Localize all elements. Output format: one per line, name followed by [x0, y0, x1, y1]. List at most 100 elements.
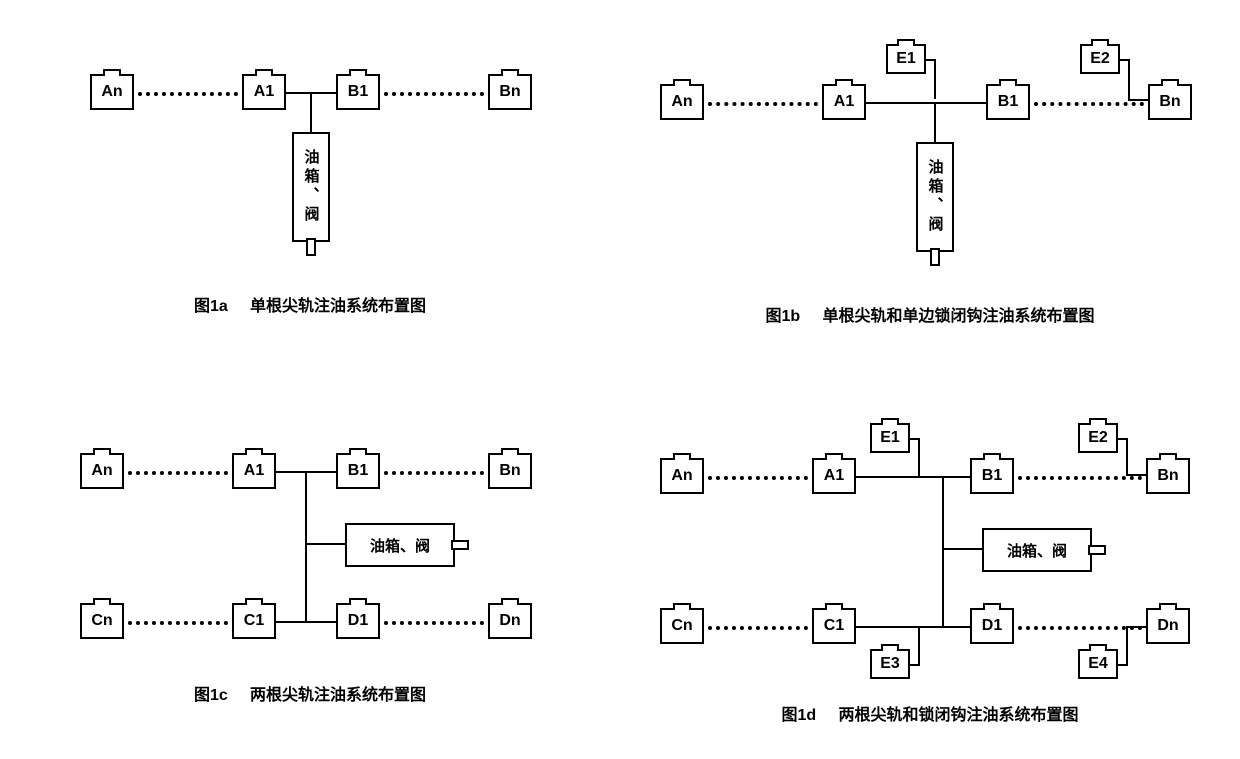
panel-1b: E1 E2 An A1 B1 Bn 油箱、阀 图1b	[640, 20, 1220, 350]
node-label: Bn	[499, 83, 520, 101]
panel-1c: An A1 B1 Bn Cn C1 D1 Dn 油箱、阀 图1c	[20, 410, 600, 740]
tank-box: 油箱、阀	[916, 142, 954, 252]
node-B1: B1	[336, 74, 380, 110]
tank-label: 油箱、阀	[370, 535, 430, 556]
e3-v	[918, 626, 920, 666]
node-B1: B1	[986, 84, 1030, 120]
tank-box: 油箱、阀	[982, 528, 1092, 572]
vline-to-tank	[934, 102, 936, 142]
node-An: An	[660, 84, 704, 120]
node-A1: A1	[812, 458, 856, 494]
dots-D1-Dn	[1018, 626, 1142, 630]
node-label: E1	[896, 50, 916, 68]
caption-text: 单根尖轨和单边锁闭钩注油系统布置图	[822, 308, 1094, 325]
node-A1: A1	[232, 453, 276, 489]
tank-label: 油箱、阀	[925, 159, 946, 235]
node-label: D1	[982, 617, 1002, 635]
node-Bn: Bn	[488, 74, 532, 110]
dots-B1-Bn	[384, 92, 484, 96]
line-C1-D1	[856, 626, 970, 628]
hline-to-tank	[305, 543, 345, 545]
line-A1-B1	[866, 102, 986, 104]
caption-prefix: 图1b	[766, 308, 801, 325]
e1-v	[934, 59, 936, 99]
node-label: D1	[348, 612, 368, 630]
dots-An-A1	[708, 476, 808, 480]
e2-to-bn	[1126, 474, 1148, 476]
caption-prefix: 图1d	[782, 707, 817, 724]
panel-1a: An A1 B1 Bn 油箱、阀 图1a 单根尖轨注油系统布置图	[20, 20, 600, 350]
node-E2: E2	[1078, 423, 1118, 453]
node-D1: D1	[336, 603, 380, 639]
e1-h	[926, 59, 936, 61]
node-B1: B1	[336, 453, 380, 489]
e2-v	[1126, 438, 1128, 476]
node-label: Dn	[499, 612, 520, 630]
node-label: B1	[348, 462, 368, 480]
node-label: E3	[880, 655, 900, 673]
node-label: C1	[244, 612, 264, 630]
vline-main	[305, 471, 307, 621]
hline-to-tank	[942, 548, 982, 550]
node-Bn: Bn	[1146, 458, 1190, 494]
dots-An-A1	[138, 92, 238, 96]
node-label: A1	[254, 83, 274, 101]
node-label: C1	[824, 617, 844, 635]
node-label: An	[91, 462, 112, 480]
node-label: Dn	[1157, 617, 1178, 635]
dots-Cn-C1	[708, 626, 808, 630]
node-Dn: Dn	[1146, 608, 1190, 644]
node-Bn: Bn	[1148, 84, 1192, 120]
tank-label: 油箱、阀	[1007, 540, 1067, 561]
node-E1: E1	[886, 44, 926, 74]
node-A1: A1	[242, 74, 286, 110]
node-E4: E4	[1078, 649, 1118, 679]
node-label: A1	[244, 462, 264, 480]
caption-text: 两根尖轨注油系统布置图	[250, 687, 426, 704]
dots-B1-Bn	[1018, 476, 1142, 480]
node-Bn: Bn	[488, 453, 532, 489]
node-C1: C1	[232, 603, 276, 639]
node-Cn: Cn	[80, 603, 124, 639]
e2-h	[1120, 59, 1130, 61]
node-label: Cn	[671, 617, 692, 635]
node-label: B1	[982, 467, 1002, 485]
panel-1d: E1 E2 An A1 B1 Bn Cn C1 D1 Dn E3	[640, 410, 1220, 740]
caption-1d: 图1d 两根尖轨和锁闭钩注油系统布置图	[782, 701, 1079, 725]
diagram-1b: E1 E2 An A1 B1 Bn 油箱、阀	[650, 44, 1210, 284]
diagram-1c: An A1 B1 Bn Cn C1 D1 Dn 油箱、阀	[70, 443, 550, 663]
node-An: An	[660, 458, 704, 494]
line-C1-D1	[276, 621, 336, 623]
tank-box: 油箱、阀	[292, 132, 330, 242]
node-label: Bn	[1157, 467, 1178, 485]
line-A1-B1	[856, 476, 970, 478]
diagram-grid: An A1 B1 Bn 油箱、阀 图1a 单根尖轨注油系统布置图 E1	[20, 20, 1220, 739]
node-label: E2	[1090, 50, 1110, 68]
node-label: E1	[880, 429, 900, 447]
dots-Cn-C1	[128, 621, 228, 625]
dots-B1-Bn	[1034, 102, 1144, 106]
node-label: E4	[1088, 655, 1108, 673]
e4-v	[1126, 626, 1128, 666]
caption-1a: 图1a 单根尖轨注油系统布置图	[194, 292, 426, 316]
tank-label: 油箱、阀	[301, 149, 322, 225]
node-Cn: Cn	[660, 608, 704, 644]
caption-prefix: 图1c	[194, 687, 228, 704]
dots-B1-Bn	[384, 471, 484, 475]
caption-1b: 图1b 单根尖轨和单边锁闭钩注油系统布置图	[766, 302, 1095, 326]
node-label: A1	[834, 93, 854, 111]
caption-1c: 图1c 两根尖轨注油系统布置图	[194, 681, 426, 705]
node-label: An	[671, 467, 692, 485]
caption-prefix: 图1a	[194, 298, 228, 315]
e4-to-dn	[1126, 626, 1148, 628]
node-An: An	[90, 74, 134, 110]
e2-v	[1128, 59, 1130, 99]
node-B1: B1	[970, 458, 1014, 494]
tank-box: 油箱、阀	[345, 523, 455, 567]
node-label: Bn	[1159, 93, 1180, 111]
vline-to-tank	[310, 92, 312, 132]
node-label: A1	[824, 467, 844, 485]
e1-v	[918, 438, 920, 476]
diagram-1a: An A1 B1 Bn 油箱、阀	[80, 54, 540, 274]
vline-main	[942, 476, 944, 626]
